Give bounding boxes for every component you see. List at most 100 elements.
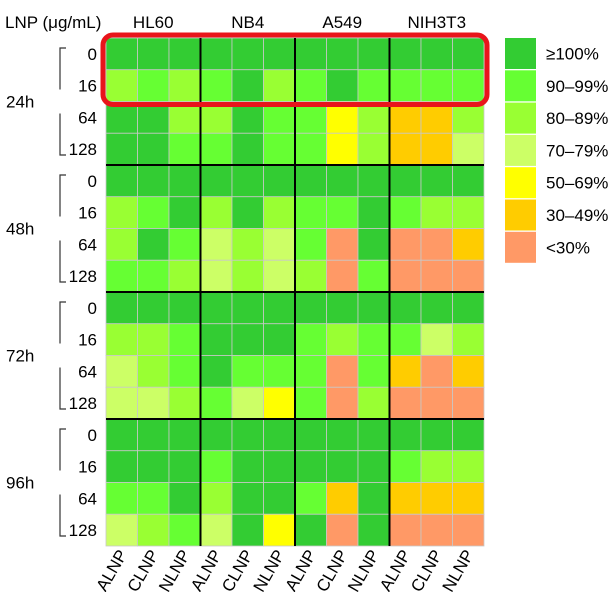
heatmap-cell	[200, 450, 233, 483]
heatmap-cell	[357, 355, 390, 388]
heatmap-cell	[263, 291, 296, 325]
heatmap-cell	[168, 450, 201, 483]
heatmap-cell	[200, 69, 233, 102]
heatmap-cell	[105, 259, 138, 293]
heatmap-cell	[294, 228, 327, 261]
timepoint-label: 72h	[6, 347, 34, 366]
heatmap-cell	[357, 196, 390, 229]
heatmap-cell	[326, 196, 359, 229]
dose-label: 16	[78, 331, 97, 350]
heatmap-cell	[294, 196, 327, 229]
heatmap-cell	[294, 291, 327, 325]
heatmap-cell	[168, 323, 201, 356]
heatmap-cell	[389, 386, 422, 420]
heatmap-cell	[389, 196, 422, 229]
heatmap-cell	[231, 259, 264, 293]
heatmap-cell	[105, 132, 138, 166]
heatmap-cell	[420, 259, 453, 293]
heatmap-cell	[420, 418, 453, 452]
heatmap-cell	[137, 418, 170, 452]
heatmap-cell	[105, 450, 138, 483]
dose-label: 0	[88, 299, 97, 318]
heatmap-cell	[389, 513, 422, 547]
heatmap-cell	[389, 37, 422, 71]
heatmap-cell	[231, 450, 264, 483]
heatmap-cell	[231, 418, 264, 452]
heatmap-cell	[389, 355, 422, 388]
cell-line-header: NB4	[231, 13, 264, 32]
heatmap-cell	[357, 37, 390, 71]
dose-label: 64	[78, 489, 97, 508]
heatmap-cell	[420, 450, 453, 483]
heatmap-cell	[168, 37, 201, 71]
legend-swatch	[505, 231, 536, 263]
heatmap-cell	[168, 355, 201, 388]
dose-label: 0	[88, 45, 97, 64]
legend-swatch	[505, 70, 536, 102]
heatmap-cell	[420, 69, 453, 102]
heatmap-cell	[420, 355, 453, 388]
dose-label: 16	[78, 77, 97, 96]
heatmap-cell	[200, 482, 233, 515]
legend-label: <30%	[546, 238, 590, 257]
legend-label: 90–99%	[546, 77, 608, 96]
dose-label: 64	[78, 108, 97, 127]
heatmap-cell	[105, 164, 138, 198]
heatmap-cell	[105, 291, 138, 325]
heatmap-cell	[357, 132, 390, 166]
dose-label: 0	[88, 426, 97, 445]
heatmap-cell	[231, 386, 264, 420]
heatmap-cell	[105, 323, 138, 356]
corner-label: LNP (μg/mL)	[5, 13, 101, 32]
heatmap-cell	[420, 228, 453, 261]
heatmap-cell	[389, 164, 422, 198]
legend-swatch	[505, 199, 536, 231]
dose-label: 128	[69, 521, 97, 540]
heatmap-cell	[420, 482, 453, 515]
heatmap-cell	[452, 355, 485, 388]
heatmap-cell	[326, 513, 359, 547]
heatmap-cell	[200, 513, 233, 547]
heatmap-cell	[263, 37, 296, 71]
heatmap-cell	[294, 132, 327, 166]
legend-swatch	[505, 134, 536, 166]
heatmap-cell	[137, 196, 170, 229]
heatmap-cell	[105, 37, 138, 71]
heatmap-cell	[326, 323, 359, 356]
timepoint-label: 48h	[6, 220, 34, 239]
dose-label: 128	[69, 140, 97, 159]
heatmap-cell	[389, 69, 422, 102]
heatmap-cell	[389, 323, 422, 356]
heatmap-cell	[389, 228, 422, 261]
heatmap-cell	[263, 259, 296, 293]
heatmap-cell	[420, 164, 453, 198]
heatmap-cell	[326, 132, 359, 166]
heatmap-cell	[326, 355, 359, 388]
heatmap-cell	[420, 37, 453, 71]
heatmap-cell	[137, 228, 170, 261]
heatmap-cell	[263, 513, 296, 547]
heatmap-cell	[357, 259, 390, 293]
heatmap-cell	[200, 323, 233, 356]
heatmap-cell	[389, 132, 422, 166]
heatmap-cell	[452, 196, 485, 229]
legend-label: 30–49%	[546, 206, 608, 225]
legend-label: 70–79%	[546, 141, 608, 160]
heatmap-cell	[357, 291, 390, 325]
legend-swatch	[505, 38, 536, 69]
heatmap-cell	[452, 482, 485, 515]
heatmap-cell	[263, 164, 296, 198]
heatmap-cell	[231, 132, 264, 166]
heatmap-cell	[231, 164, 264, 198]
heatmap-cell	[168, 482, 201, 515]
heatmap-cell	[168, 164, 201, 198]
heatmap-cell	[326, 164, 359, 198]
heatmap-cell	[294, 259, 327, 293]
heatmap-cell	[263, 132, 296, 166]
heatmap-cell	[452, 228, 485, 261]
heatmap-cell	[389, 418, 422, 452]
heatmap-cell	[168, 228, 201, 261]
heatmap-cell	[420, 132, 453, 166]
